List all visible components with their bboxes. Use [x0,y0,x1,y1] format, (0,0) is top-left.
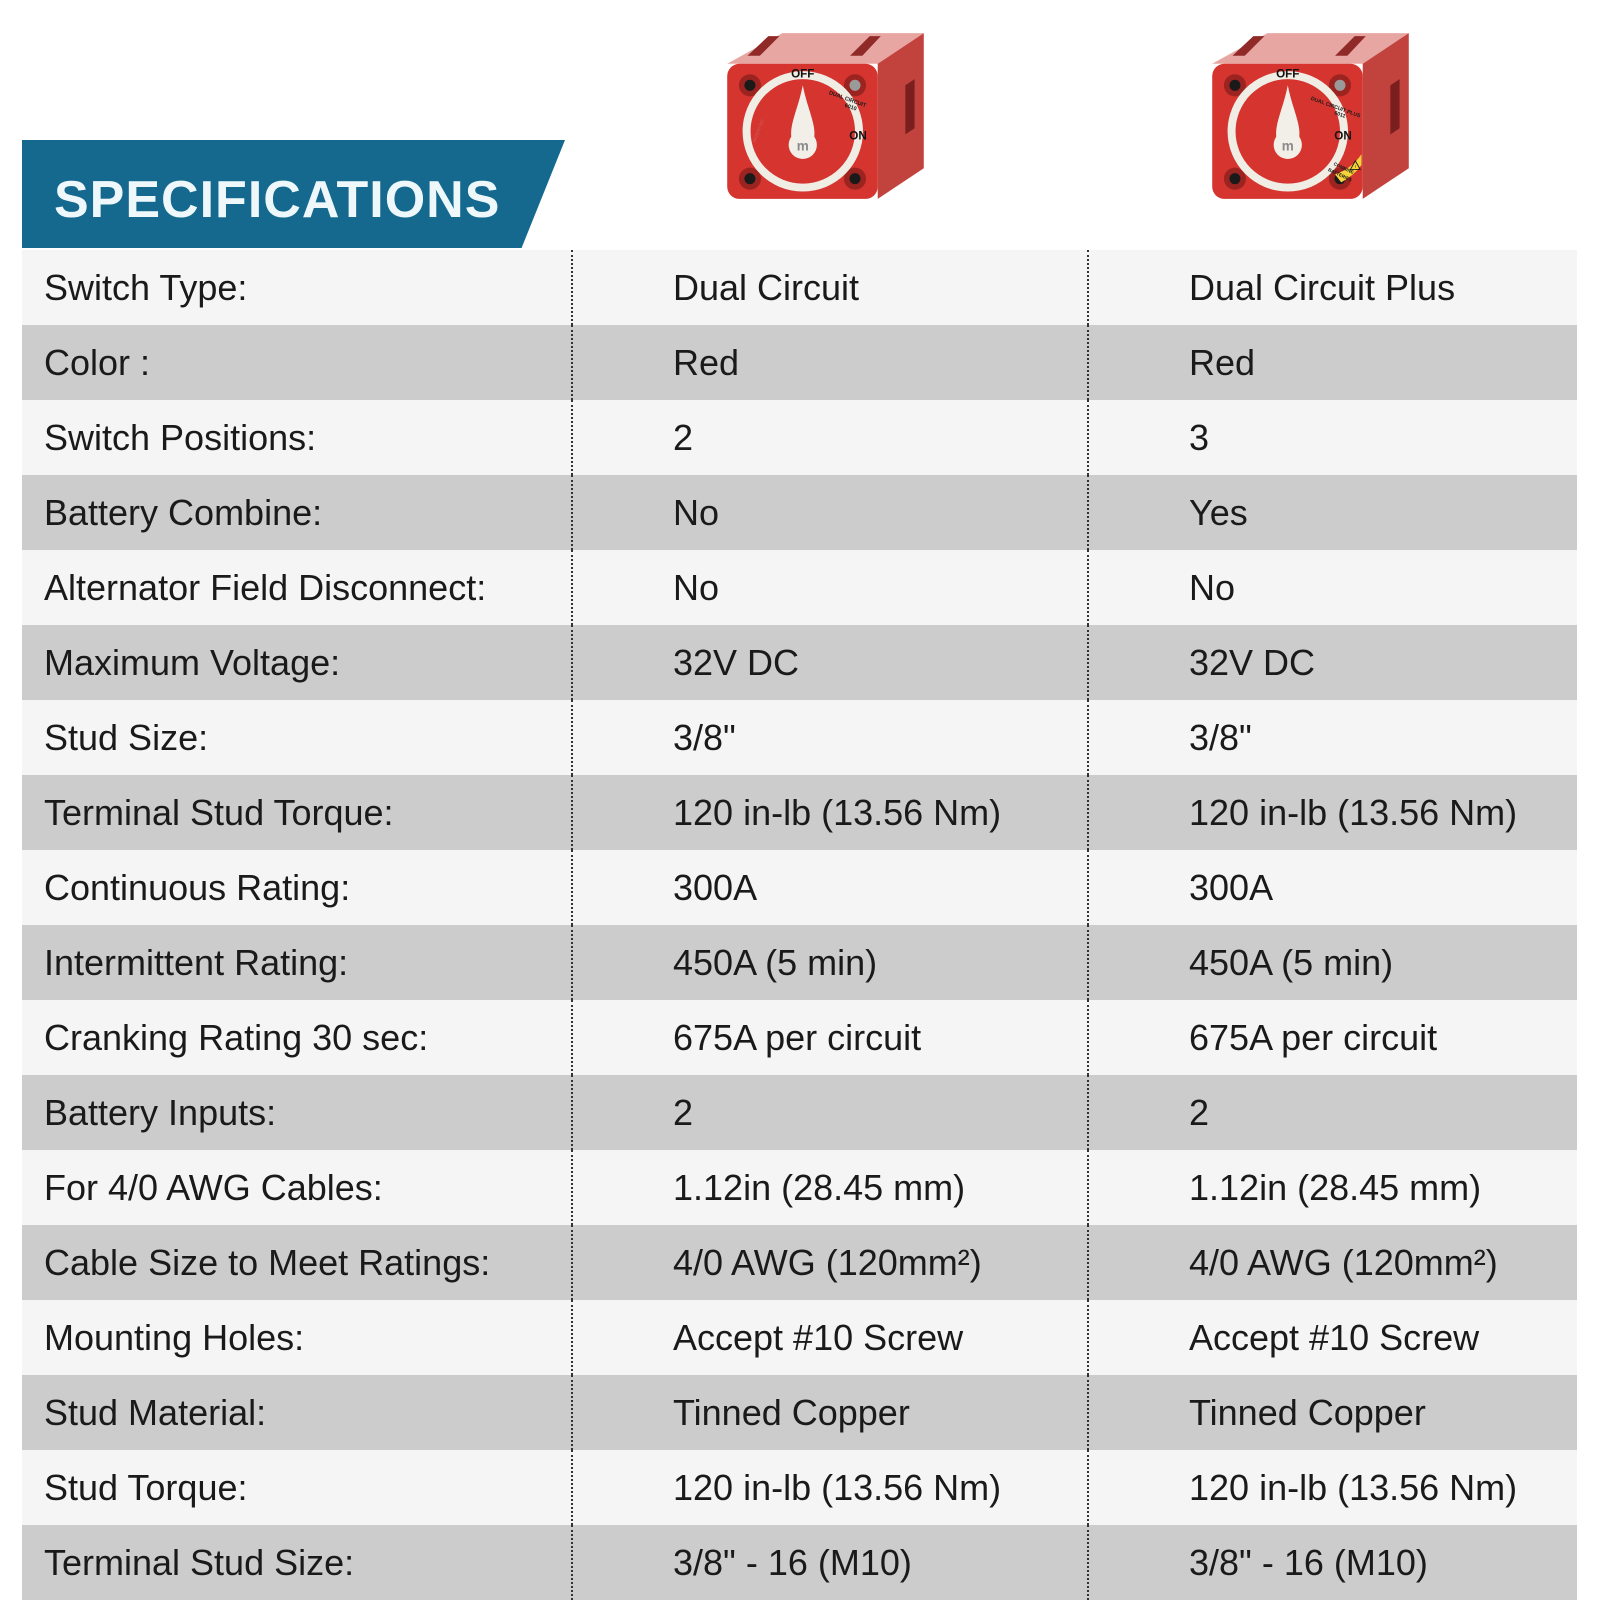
svg-text:OFF: OFF [791,67,814,80]
svg-text:m: m [797,138,809,153]
svg-text:m: m [1282,138,1294,153]
svg-text:OFF: OFF [1276,67,1299,80]
svg-text:ON: ON [1334,129,1351,142]
svg-text:ON: ON [849,129,866,142]
svg-text:!: ! [1355,164,1356,169]
